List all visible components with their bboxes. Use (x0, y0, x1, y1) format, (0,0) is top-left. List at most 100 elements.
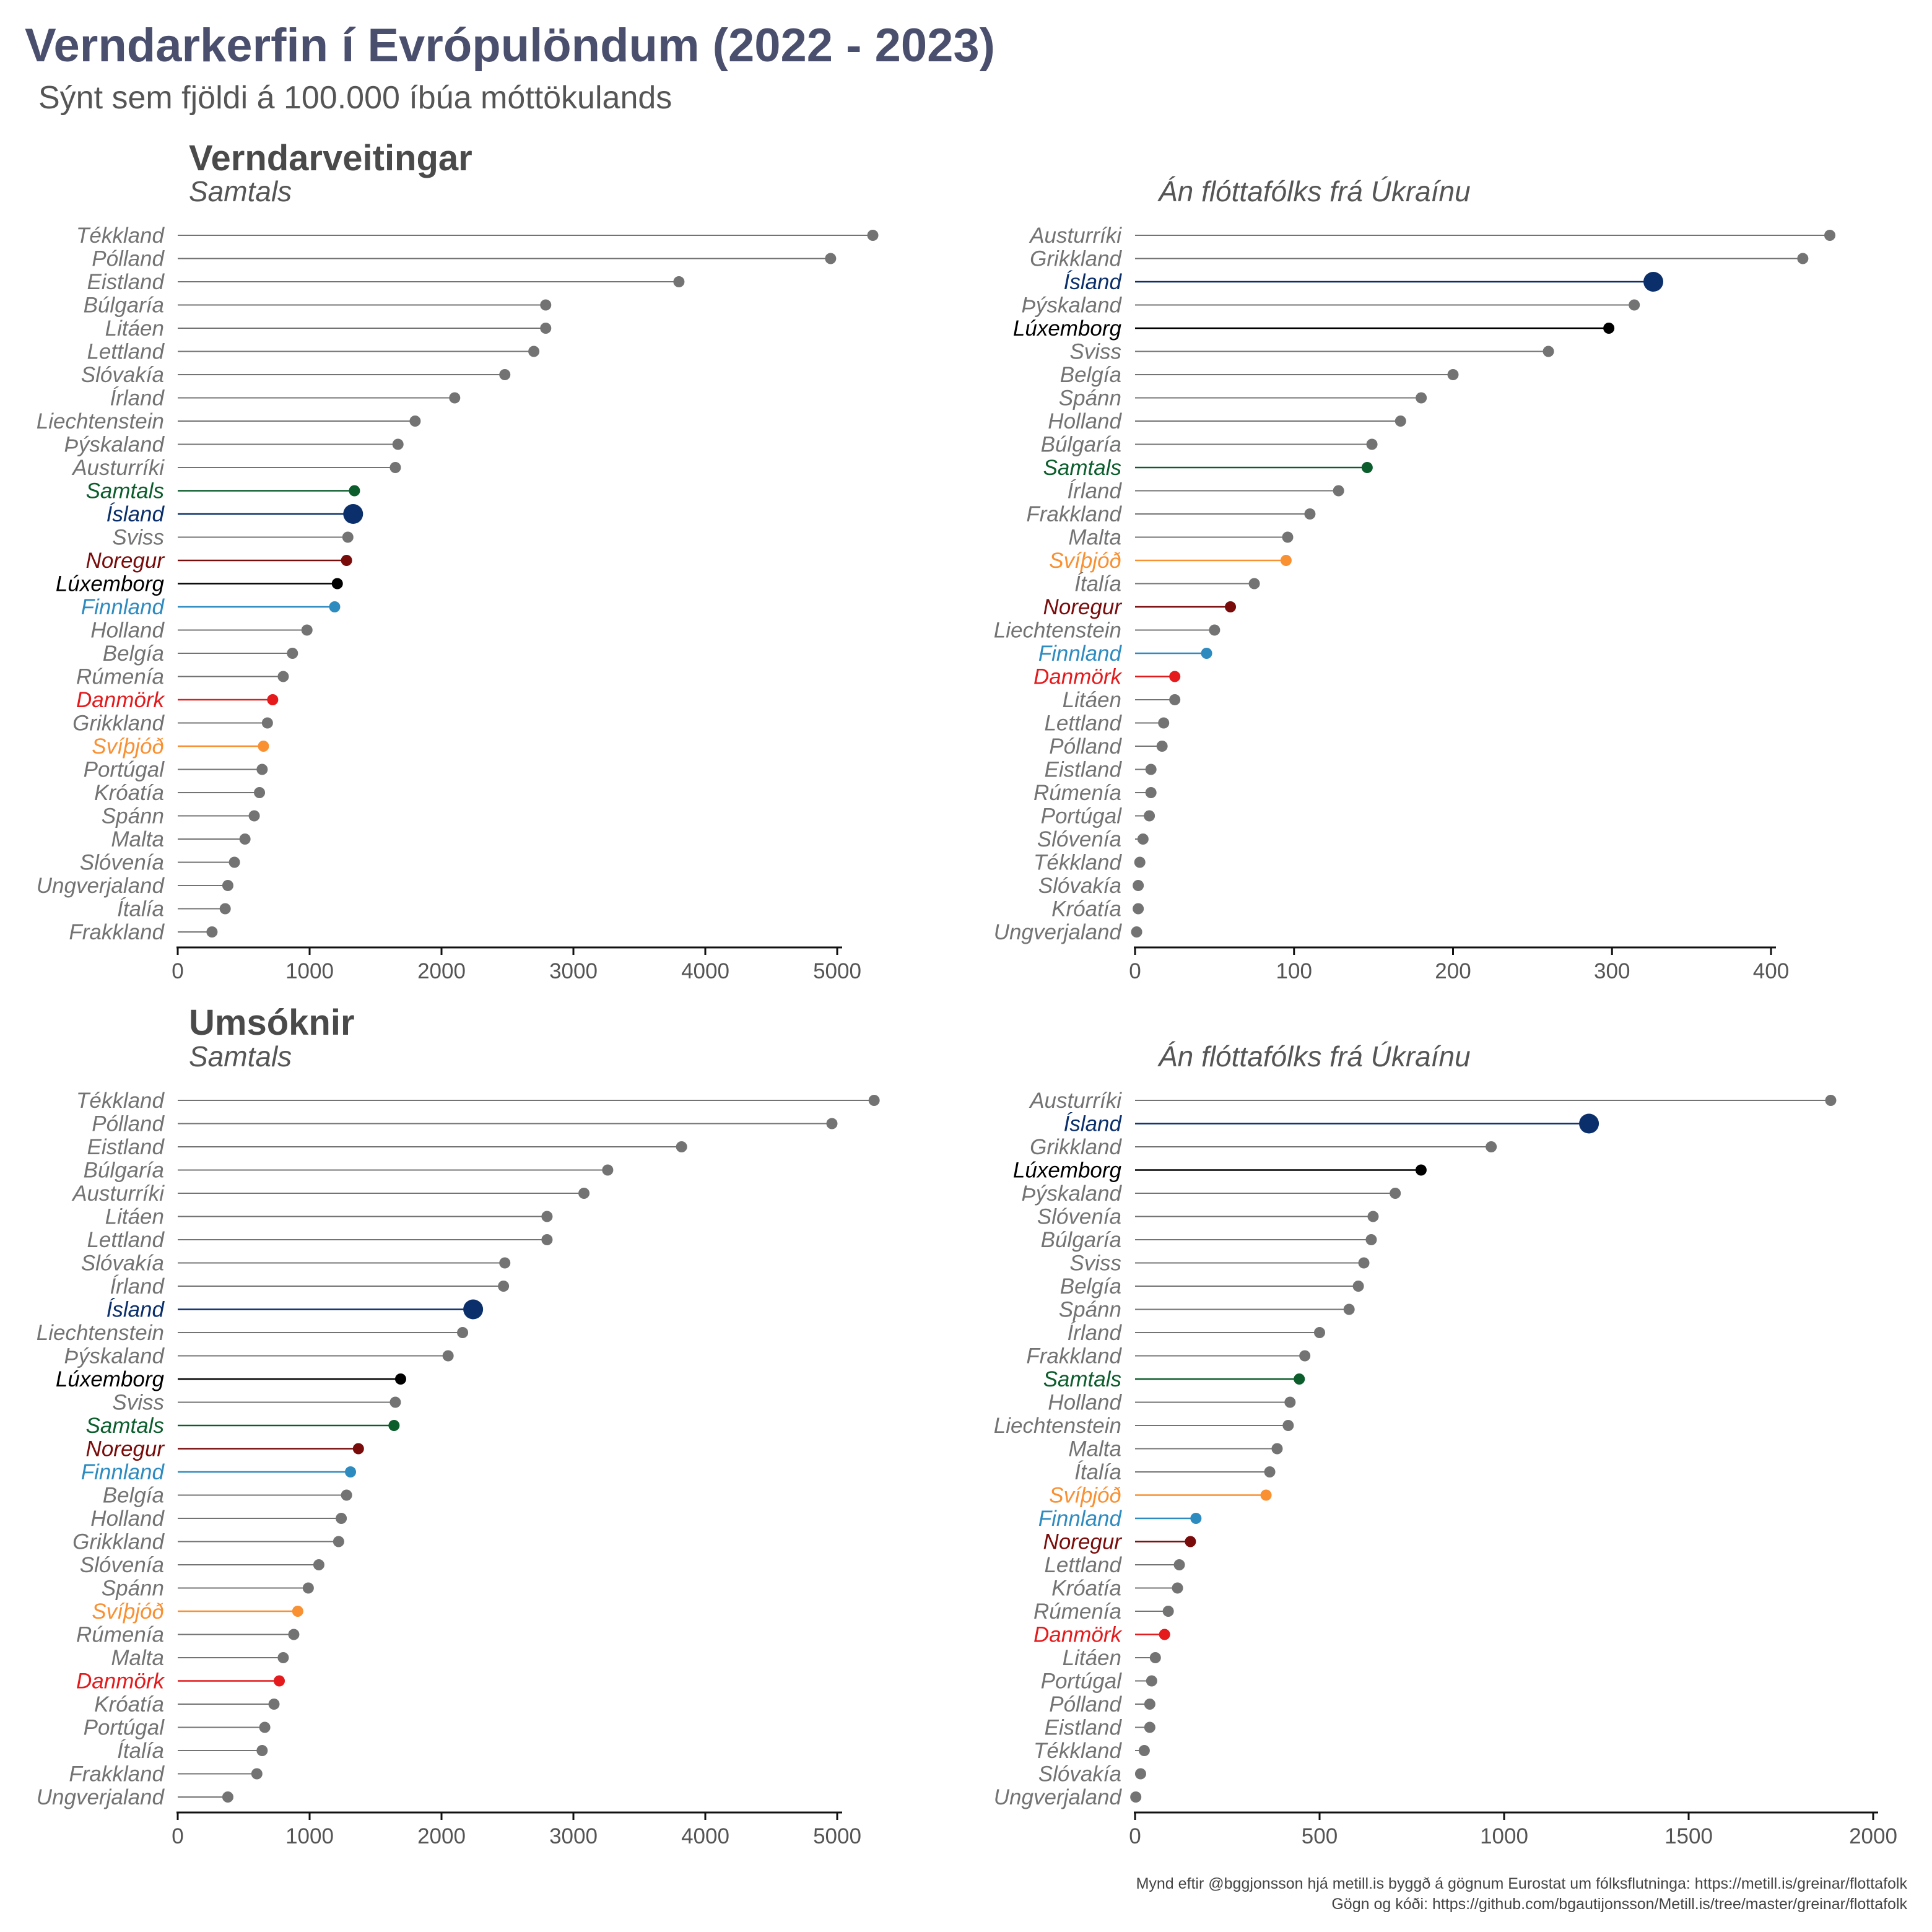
panel-3-sviss-point (389, 1396, 401, 1408)
panel-4-ungverjaland-point (1130, 1791, 1142, 1803)
panel-1-spann-point (248, 810, 260, 822)
panel-3-tick-label-2000: 2000 (417, 1824, 466, 1848)
panel-3-frakkland-label: Frakkland (69, 1762, 165, 1786)
panel-1-svithjod-label: Svíþjóð (92, 734, 164, 759)
panel-1-danmork-label: Danmörk (76, 688, 165, 712)
panel-2-italia-label: Ítalía (1074, 572, 1121, 596)
panel-3-slovakia-label: Slóvakía (81, 1251, 164, 1276)
panel-4-samtals-point (1294, 1373, 1305, 1385)
panel-4-irland-point (1314, 1327, 1325, 1338)
panel-3-svithjod-point (292, 1606, 303, 1617)
panel-4-sviss-point (1358, 1257, 1370, 1269)
panel-4-island-point (1579, 1113, 1599, 1134)
panel-1-rumenia-label: Rúmenía (76, 665, 164, 689)
caption-line-2: Gögn og kóði: https://github.com/bgautij… (1331, 1895, 1907, 1913)
panel-4-litaen-point (1149, 1652, 1161, 1663)
panel-1-kroatia-point (254, 787, 266, 798)
panel-3-thyskaland-point (442, 1350, 454, 1362)
panel-2-holland-point (1395, 416, 1406, 427)
panel-3-irland-point (498, 1281, 510, 1292)
panel-2-polland-label: Pólland (1049, 734, 1122, 759)
panel-4-thyskaland-point (1390, 1188, 1401, 1199)
panel-4-lettland-label: Lettland (1044, 1553, 1122, 1577)
panel-3-austurriki-point (578, 1188, 590, 1199)
panel-1-litaen-label: Litáen (105, 316, 164, 341)
panel-3-noregur-point (352, 1443, 364, 1455)
panel-1-tick-label-1000: 1000 (285, 959, 334, 983)
panel-2-sviss-label: Sviss (1069, 340, 1121, 364)
panel-2-tekkland-point (1134, 856, 1146, 868)
panel-3-eistland-point (676, 1141, 687, 1152)
panel-2-belgia-label: Belgía (1060, 363, 1121, 387)
panel-4-samtals-label: Samtals (1043, 1367, 1121, 1391)
panel-2-noregur-label: Noregur (1043, 595, 1123, 619)
panel-2-tick-label-300: 300 (1594, 959, 1630, 983)
row-title-bottom: Umsóknir (189, 1003, 355, 1043)
panel-3-noregur-label: Noregur (86, 1437, 165, 1461)
panel-4: Án flóttafólks frá Úkraínu AusturríkiÍsla… (994, 1040, 1897, 1848)
panel-2-samtals-label: Samtals (1043, 456, 1121, 480)
panel-3-portugal-point (259, 1721, 271, 1733)
panel-3-frakkland-point (251, 1768, 263, 1780)
panel-2-samtals-point (1361, 462, 1373, 473)
panel-3-italia-label: Ítalía (117, 1739, 164, 1763)
panel-2-ungverjaland-label: Ungverjaland (994, 920, 1123, 944)
panel-4-italia-point (1264, 1466, 1276, 1477)
panel-3-belgia-label: Belgía (103, 1484, 164, 1508)
panel-2-thyskaland-point (1629, 299, 1640, 311)
panel-3-finnland-label: Finnland (81, 1460, 165, 1484)
panel-3-lettland-point (541, 1234, 553, 1245)
panel-2-finnland-label: Finnland (1038, 642, 1123, 666)
panel-2-portugal-point (1144, 810, 1155, 822)
panel-3-slovenia-point (313, 1559, 324, 1570)
panel-1-austurriki-label: Austurríki (71, 456, 165, 480)
panel-1-holland-point (301, 624, 313, 636)
panel-4-ungverjaland-label: Ungverjaland (994, 1785, 1123, 1809)
panel-4-frakkland-label: Frakkland (1026, 1344, 1122, 1368)
panel-3-tick-label-4000: 4000 (681, 1824, 729, 1848)
panel-4-portugal-point (1146, 1675, 1157, 1687)
panel-1-ungverjaland-label: Ungverjaland (37, 874, 165, 898)
panel-3-spann-point (302, 1582, 314, 1594)
panel-1-bulgaria-point (540, 299, 552, 311)
panel-4-grikkland-point (1486, 1141, 1497, 1152)
panel-4-noregur-label: Noregur (1043, 1530, 1123, 1554)
panel-1-frakkland-label: Frakkland (69, 920, 165, 944)
panel-3-bulgaria-point (602, 1164, 614, 1176)
panel-3-danmork-point (274, 1675, 285, 1687)
panel-3-tick-label-0: 0 (172, 1824, 183, 1848)
panel-4-holland-label: Holland (1048, 1391, 1122, 1415)
panel-3: Samtals TékklandPóllandEistlandBúlgaríaAu… (37, 1040, 880, 1848)
panel-2-svithjod-point (1280, 555, 1292, 566)
panel-1-tick-label-2000: 2000 (417, 959, 466, 983)
panel-3-rumenia-label: Rúmenía (76, 1623, 164, 1647)
panel-4-malta-label: Malta (1068, 1437, 1121, 1461)
panel-2-holland-label: Holland (1048, 409, 1122, 433)
panel-2-belgia-point (1447, 369, 1459, 380)
panel-4-tick-label-1000: 1000 (1480, 1824, 1528, 1848)
panel-4-rumenia-point (1162, 1606, 1174, 1617)
panel-3-kroatia-point (268, 1699, 280, 1710)
panel-4-belgia-point (1352, 1281, 1364, 1292)
panel-1-liechtenstein-point (409, 416, 421, 427)
panel-4-tekkland-point (1138, 1745, 1150, 1756)
panel-4-danmork-label: Danmörk (1033, 1623, 1122, 1647)
panel-2-lettland-label: Lettland (1044, 711, 1122, 736)
panel-3-slovenia-label: Slóvenía (80, 1553, 164, 1577)
source-caption: Mynd eftir @bggjonsson hjá metill.is byg… (1136, 1874, 1907, 1915)
panel-3-liechtenstein-point (457, 1327, 469, 1338)
panel-2: Án flóttafólks frá Úkraínu AusturríkiGrik… (994, 175, 1835, 983)
panel-2-liechtenstein-point (1209, 624, 1221, 636)
panel-2-tick-label-400: 400 (1753, 959, 1789, 983)
panel-2-malta-point (1282, 531, 1294, 543)
panel-2-eistland-point (1145, 764, 1157, 775)
panel-3-tick-label-3000: 3000 (549, 1824, 598, 1848)
panel-1-noregur-label: Noregur (86, 549, 165, 573)
panel-1-litaen-point (540, 323, 552, 334)
panel-2-spann-point (1416, 392, 1427, 404)
panel-4-svithjod-point (1260, 1489, 1272, 1501)
panel-4-polland-point (1144, 1699, 1155, 1710)
panel-4-slovakia-point (1134, 1768, 1146, 1780)
panel-3-austurriki-label: Austurríki (71, 1181, 165, 1206)
panel-1-malta-label: Malta (111, 827, 164, 851)
